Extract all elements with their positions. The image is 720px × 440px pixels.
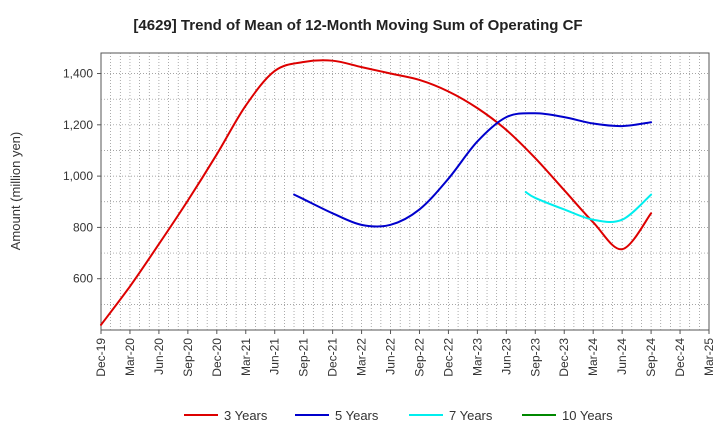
x-tick-label: Dec-19 [94, 338, 108, 377]
x-tick-label: Jun-24 [615, 338, 629, 375]
x-tick-label: Dec-24 [673, 338, 687, 377]
y-axis-label: Amount (million yen) [8, 132, 23, 251]
x-tick-label: Jun-21 [268, 338, 282, 375]
y-axis-ticks: 600 800 1,000 1,200 1,400 [63, 67, 101, 286]
chart-title: [4629] Trend of Mean of 12-Month Moving … [133, 17, 582, 34]
x-tick-label: Dec-21 [326, 338, 340, 377]
grid-lines [101, 53, 709, 330]
x-tick-label: Dec-23 [557, 338, 571, 377]
series-line-3-years [100, 59, 653, 326]
x-tick-label: Mar-21 [239, 338, 253, 376]
plot-area [100, 52, 710, 331]
y-tick-label: 1,400 [63, 67, 93, 81]
x-tick-label: Sep-21 [297, 338, 311, 377]
x-tick-label: Jun-23 [499, 338, 513, 375]
x-tick-label: Sep-24 [644, 338, 658, 377]
x-tick-label: Dec-22 [441, 338, 455, 377]
series-lines [100, 59, 653, 326]
y-tick-label: 1,000 [63, 169, 93, 183]
x-tick-label: Mar-20 [123, 338, 137, 376]
x-tick-label: Mar-25 [702, 338, 716, 376]
x-axis-ticks: Dec-19 Mar-20 Jun-20 Sep-20 Dec-20 Mar-21 Jun-… [94, 330, 716, 377]
x-tick-label: Mar-24 [586, 338, 600, 376]
y-tick-label: 1,200 [63, 118, 93, 132]
x-tick-label: Dec-20 [210, 338, 224, 377]
x-tick-label: Mar-23 [470, 338, 484, 376]
series-line-7-years [524, 191, 653, 224]
legend-label-10-years: 10 Years [562, 408, 613, 423]
x-tick-label: Sep-22 [412, 338, 426, 377]
x-tick-label: Sep-20 [181, 338, 195, 377]
legend-label-3-years: 3 Years [224, 408, 268, 423]
y-tick-label: 600 [73, 272, 93, 286]
x-tick-label: Mar-22 [355, 338, 369, 376]
x-tick-label: Sep-23 [528, 338, 542, 377]
legend-label-5-years: 5 Years [335, 408, 379, 423]
legend-label-7-years: 7 Years [449, 408, 493, 423]
y-tick-label: 800 [73, 220, 93, 234]
plot-frame [100, 52, 710, 331]
legend: 3 Years 5 Years 7 Years 10 Years [184, 408, 613, 423]
x-tick-label: Jun-22 [384, 338, 398, 375]
x-tick-label: Jun-20 [152, 338, 166, 375]
series-line-5-years [293, 112, 653, 228]
